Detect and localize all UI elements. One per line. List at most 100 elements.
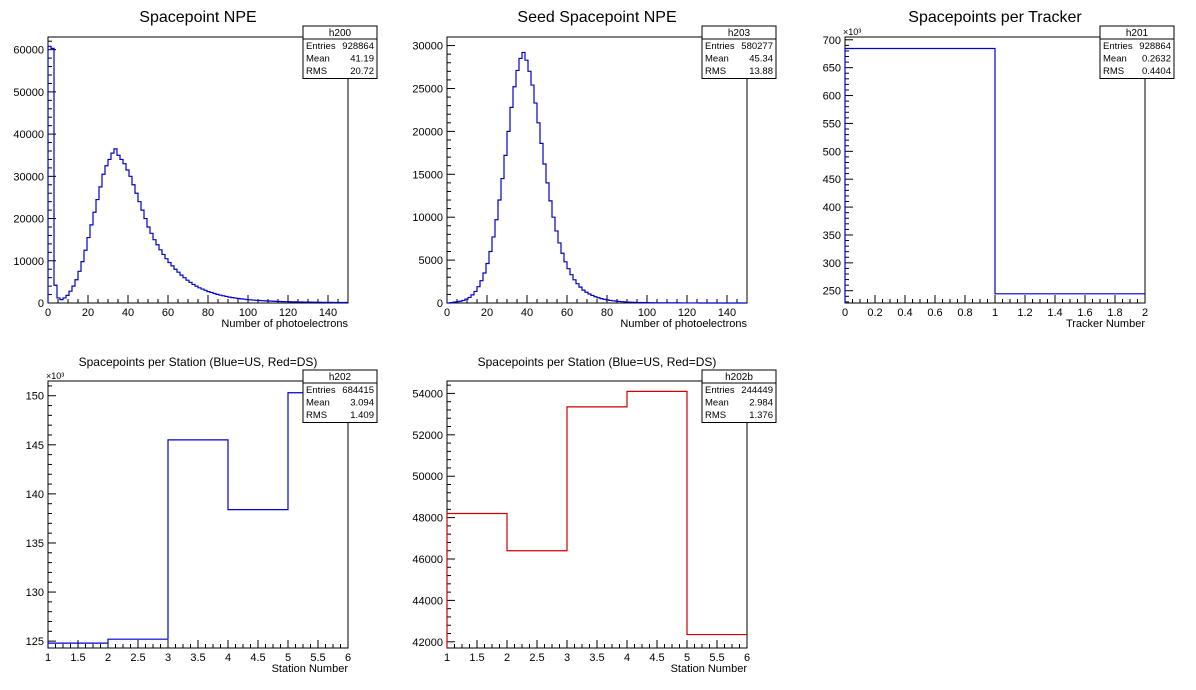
x-tick-label: 1.5 <box>469 652 484 664</box>
x-tick-label: 2 <box>1142 307 1148 319</box>
stats-name: h202 <box>329 372 352 383</box>
y-tick-label: 250 <box>823 286 841 298</box>
stats-value: 244449 <box>741 385 773 396</box>
x-tick-label: 6 <box>744 652 750 664</box>
stats-name: h202b <box>725 372 753 383</box>
y-tick-label: 350 <box>823 230 841 242</box>
y-tick-label: 0 <box>38 298 44 310</box>
y-tick-label: 52000 <box>412 430 443 442</box>
chart-title: Spacepoint NPE <box>139 9 256 26</box>
y-axis-exponent: ×10³ <box>46 371 64 381</box>
stats-key: Mean <box>705 398 729 409</box>
x-tick-label: 1.4 <box>1047 307 1062 319</box>
stats-value: 928864 <box>342 41 374 52</box>
stats-key: Mean <box>306 54 330 65</box>
x-axis-label: Station Number <box>671 663 748 675</box>
x-tick-label: 40 <box>122 307 134 319</box>
y-tick-label: 300 <box>823 258 841 270</box>
y-tick-label: 60000 <box>13 45 44 57</box>
y-tick-label: 150 <box>26 391 44 403</box>
y-tick-label: 5000 <box>419 255 443 267</box>
stats-box: h201 Entries 928864 Mean 0.2632 RMS 0.4404 <box>1099 25 1175 79</box>
x-tick-label: 4.5 <box>649 652 664 664</box>
stats-key: Mean <box>306 398 330 409</box>
stats-key: RMS <box>306 66 327 77</box>
stats-value: 3.094 <box>350 398 374 409</box>
y-tick-label: 400 <box>823 202 841 214</box>
chart-title: Spacepoints per Station (Blue=US, Red=DS… <box>79 355 318 369</box>
x-axis-label: Tracker Number <box>1066 318 1145 330</box>
stats-name: h201 <box>1126 28 1149 39</box>
y-tick-label: 10000 <box>13 256 44 268</box>
x-tick-label: 120 <box>678 307 696 319</box>
y-tick-label: 10000 <box>412 212 443 224</box>
stats-value: 13.88 <box>749 66 773 77</box>
x-tick-label: 5.5 <box>310 652 325 664</box>
stats-key: Entries <box>705 41 735 52</box>
y-tick-label: 15000 <box>412 169 443 181</box>
y-tick-label: 44000 <box>412 595 443 607</box>
stats-key: Entries <box>705 385 735 396</box>
stats-box-frame <box>302 25 378 79</box>
x-tick-label: 1.8 <box>1107 307 1122 319</box>
y-tick-label: 600 <box>823 91 841 103</box>
stats-box-frame <box>701 369 777 423</box>
x-tick-label: 0 <box>842 307 848 319</box>
stats-value: 1.409 <box>350 410 374 421</box>
x-tick-label: 3 <box>165 652 171 664</box>
x-tick-label: 3.5 <box>589 652 604 664</box>
stats-value: 0.2632 <box>1142 54 1171 65</box>
stats-box: h202b Entries 244449 Mean 2.984 RMS 1.376 <box>701 369 777 423</box>
x-tick-label: 5 <box>684 652 690 664</box>
x-tick-label: 2.5 <box>529 652 544 664</box>
panel-spacepoints-per-station-us: Spacepoints per Station (Blue=US, Red=DS… <box>26 355 378 675</box>
y-tick-label: 20000 <box>412 126 443 138</box>
chart-title: Seed Spacepoint NPE <box>517 9 676 26</box>
y-tick-label: 54000 <box>412 388 443 400</box>
histogram-line <box>446 390 747 648</box>
y-tick-label: 42000 <box>412 637 443 649</box>
stats-value: 580277 <box>741 41 773 52</box>
histogram-line <box>844 47 1145 303</box>
chart-title: Spacepoints per Station (Blue=US, Red=DS… <box>478 355 717 369</box>
x-tick-label: 3.5 <box>190 652 205 664</box>
stats-key: Entries <box>306 41 336 52</box>
x-tick-label: 1 <box>444 652 450 664</box>
x-tick-label: 1 <box>45 652 51 664</box>
x-tick-label: 80 <box>601 307 613 319</box>
y-tick-label: 30000 <box>13 171 44 183</box>
y-tick-label: 140 <box>26 489 44 501</box>
y-tick-label: 30000 <box>412 41 443 53</box>
histogram-line <box>47 392 348 648</box>
x-tick-label: 5.5 <box>709 652 724 664</box>
x-tick-label: 4.5 <box>250 652 265 664</box>
x-tick-label: 3 <box>564 652 570 664</box>
stats-key: Entries <box>306 385 336 396</box>
stats-value: 928864 <box>1139 41 1171 52</box>
stats-key: Entries <box>1103 41 1133 52</box>
y-tick-label: 48000 <box>412 513 443 525</box>
panel-seed-spacepoint-npe: Seed Spacepoint NPE Number of photoelectr… <box>412 9 777 330</box>
y-tick-label: 20000 <box>13 214 44 226</box>
stats-value: 0.4404 <box>1142 66 1171 77</box>
stats-value: 2.984 <box>749 398 773 409</box>
x-tick-label: 140 <box>319 307 337 319</box>
y-tick-label: 125 <box>26 636 44 648</box>
x-tick-label: 2 <box>504 652 510 664</box>
x-tick-label: 0 <box>45 307 51 319</box>
stats-key: RMS <box>1103 66 1124 77</box>
x-tick-label: 140 <box>718 307 736 319</box>
y-tick-label: 550 <box>823 118 841 130</box>
x-tick-label: 100 <box>239 307 257 319</box>
stats-key: Mean <box>1103 54 1127 65</box>
x-tick-label: 0.4 <box>897 307 912 319</box>
stats-value: 1.376 <box>749 410 773 421</box>
x-tick-label: 2 <box>105 652 111 664</box>
histogram-line <box>447 51 747 304</box>
x-axis-label: Number of photoelectrons <box>620 318 747 330</box>
y-tick-label: 25000 <box>412 83 443 95</box>
x-tick-label: 2.5 <box>130 652 145 664</box>
chart-title: Spacepoints per Tracker <box>908 9 1082 26</box>
stats-box-frame <box>302 369 378 423</box>
stats-value: 45.34 <box>749 54 773 65</box>
